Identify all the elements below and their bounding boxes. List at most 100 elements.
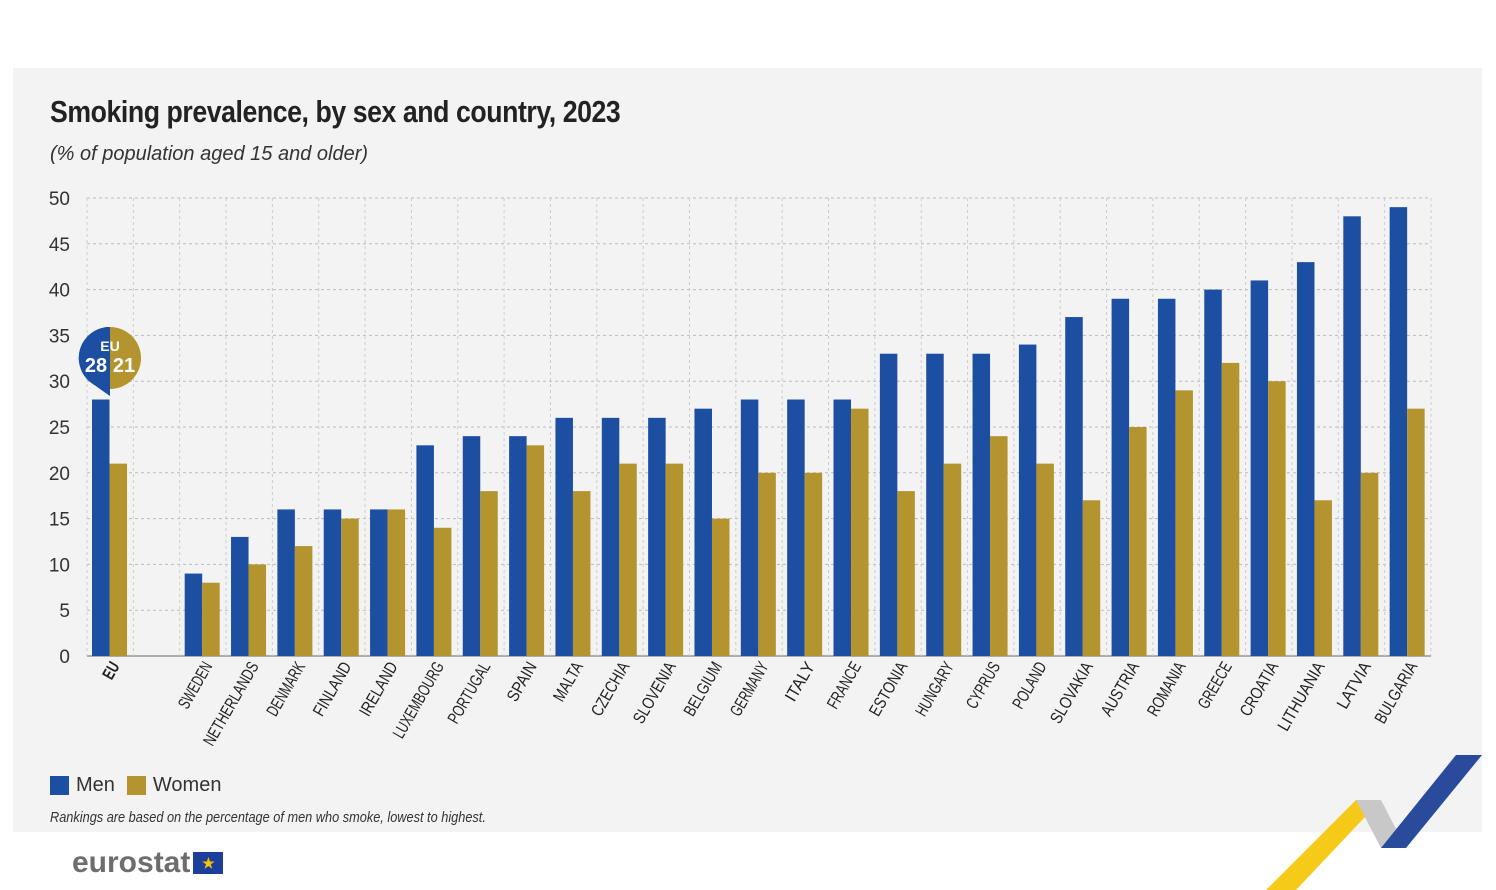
bar-women-cyprus	[990, 436, 1008, 656]
x-tick-label: ITALY	[781, 659, 819, 705]
bar-men-france	[833, 399, 852, 656]
x-tick-label: BELGIUM	[680, 659, 726, 720]
legend: Men Women	[50, 774, 221, 797]
bar-men-romania	[1157, 298, 1176, 656]
y-tick-label: 5	[59, 601, 70, 622]
x-tick-label: FRANCE	[823, 659, 865, 713]
decorative-chevron-icon	[1266, 755, 1482, 890]
annotation-women-value: 21	[113, 355, 135, 377]
legend-swatch-men	[50, 776, 69, 795]
eurostat-logo: eurostat ★	[72, 846, 224, 880]
bar-men-germany	[740, 399, 759, 656]
x-tick-label: POLAND	[1009, 659, 1051, 713]
bar-women-germany	[758, 472, 776, 656]
bar-women-romania	[1175, 390, 1193, 656]
bar-men-czechia	[601, 417, 620, 656]
bar-women-estonia	[897, 491, 915, 656]
x-tick-label: FINLAND	[309, 659, 355, 720]
bar-men-bulgaria	[1389, 207, 1408, 656]
x-tick-label: CROATIA	[1236, 658, 1282, 719]
y-tick-label: 35	[49, 326, 70, 347]
y-tick-label: 25	[49, 418, 70, 439]
bar-women-finland	[341, 518, 359, 656]
y-tick-label: 20	[49, 464, 70, 485]
x-tick-label: CZECHIA	[587, 658, 633, 719]
x-tick-label: GERMANY	[726, 659, 772, 720]
bar-women-portugal	[480, 491, 498, 656]
bar-men-slovakia	[1065, 317, 1083, 656]
bar-men-slovenia	[648, 417, 666, 656]
y-tick-label: 40	[49, 281, 70, 302]
x-tick-label: CYPRUS	[962, 659, 1004, 713]
bar-men-malta	[555, 417, 573, 656]
y-tick-label: 15	[49, 510, 70, 531]
legend-label-men: Men	[76, 774, 115, 796]
x-tick-label: SWEDEN	[174, 659, 216, 713]
x-tick-label: GREECE	[1194, 659, 1236, 713]
bar-women-sweden	[202, 582, 220, 656]
annotation-bubble-women	[110, 327, 141, 389]
bar-women-greece	[1221, 362, 1240, 656]
chart-title: Smoking prevalence, by sex and country, …	[50, 94, 621, 129]
x-tick-label: ROMANIA	[1143, 658, 1189, 719]
x-tick-label: DENMARK	[263, 658, 309, 719]
bar-women-bulgaria	[1407, 408, 1425, 656]
bar-women-austria	[1129, 427, 1147, 656]
bar-men-lithuania	[1296, 262, 1315, 656]
x-tick-label: LATVIA	[1333, 658, 1375, 712]
x-tick-label: LITHUANIA	[1274, 658, 1329, 734]
bar-men-cyprus	[972, 353, 991, 656]
annotation-bubble-men-half	[79, 327, 110, 389]
bar-women-hungary	[943, 463, 962, 656]
bar-women-croatia	[1268, 381, 1286, 656]
x-tick-label: EU	[99, 659, 124, 683]
y-tick-label: 50	[49, 189, 70, 210]
y-tick-label: 30	[49, 372, 70, 393]
bar-men-finland	[323, 509, 342, 656]
bar-men-austria	[1111, 298, 1130, 656]
bar-men-estonia	[879, 353, 898, 656]
x-tick-label: SLOVAKIA	[1046, 658, 1097, 727]
legend-label-women: Women	[152, 774, 222, 796]
bar-women-poland	[1036, 463, 1054, 656]
x-tick-label: ESTONIA	[865, 658, 911, 719]
bar-women-slovenia	[665, 463, 684, 656]
bar-women-luxembourg	[433, 527, 452, 656]
bar-men-ireland	[370, 509, 388, 656]
x-tick-label: BULGARIA	[1371, 658, 1422, 727]
bar-women-lithuania	[1314, 500, 1332, 656]
bar-men-croatia	[1250, 280, 1269, 656]
x-tick-label: PORTUGAL	[444, 659, 494, 727]
y-tick-label: 10	[49, 555, 70, 576]
footnote: Rankings are based on the percentage of …	[50, 809, 486, 826]
bar-men-luxembourg	[416, 445, 434, 656]
bar-men-denmark	[277, 509, 295, 656]
bar-men-belgium	[694, 408, 712, 656]
bar-men-latvia	[1343, 216, 1361, 656]
legend-swatch-women	[126, 776, 146, 795]
bar-men-italy	[787, 399, 805, 656]
x-tick-label: MALTA	[549, 658, 587, 705]
bar-women-czechia	[619, 463, 637, 656]
bar-men-poland	[1018, 344, 1037, 656]
chart-subtitle: (% of population aged 15 and older)	[50, 143, 369, 165]
bar-men-spain	[509, 436, 527, 656]
bar-women-spain	[526, 445, 545, 656]
y-tick-label: 45	[49, 235, 70, 256]
annotation-men-value: 28	[85, 355, 107, 377]
bar-women-latvia	[1360, 472, 1379, 656]
bar-men-netherlands	[231, 536, 249, 656]
x-tick-label: SPAIN	[503, 659, 541, 705]
y-tick-label: 0	[59, 647, 70, 668]
bar-men-sweden	[184, 573, 203, 656]
bar-men-hungary	[926, 353, 944, 656]
bar-women-italy	[804, 472, 823, 656]
bar-women-netherlands	[248, 564, 267, 656]
bar-women-malta	[572, 491, 591, 656]
bar-women-eu	[109, 463, 127, 656]
x-tick-label: IRELAND	[356, 659, 402, 720]
bar-men-greece	[1204, 289, 1222, 656]
annotation-label: EU	[100, 338, 119, 354]
x-tick-label: HUNGARY	[912, 659, 958, 720]
